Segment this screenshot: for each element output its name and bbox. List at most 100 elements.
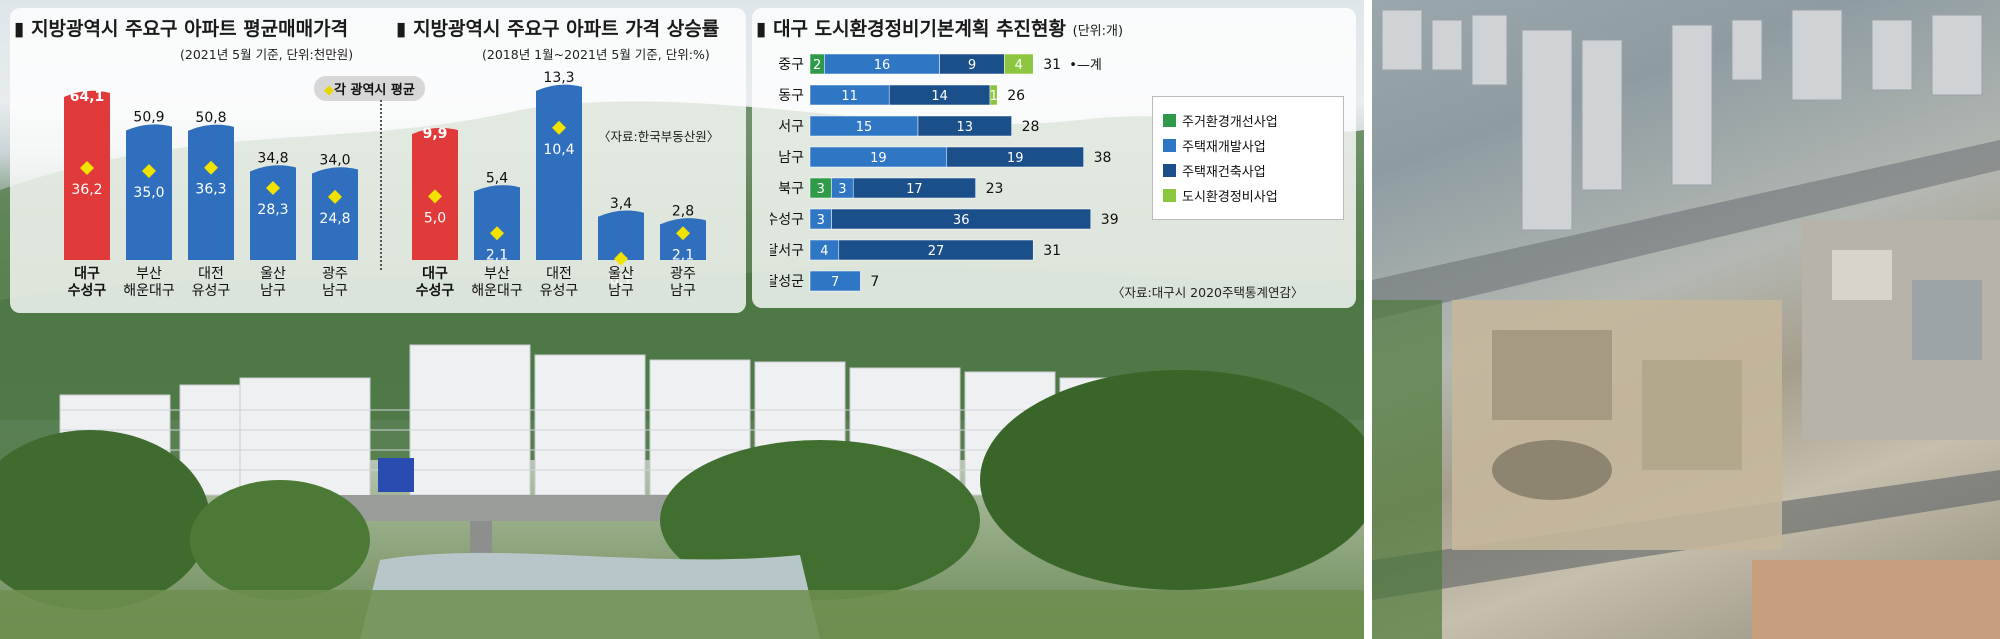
avg-value-label: 2,1 — [672, 247, 694, 263]
category-label: 수성구 — [68, 283, 107, 299]
bar — [474, 191, 520, 260]
category-label: 유성구 — [540, 283, 579, 299]
legend-item: 주택재개발사업 — [1163, 136, 1333, 155]
bar — [536, 90, 582, 261]
bar-value-label: 50,8 — [195, 110, 226, 126]
avg-marker — [676, 226, 690, 241]
chart-divider-line — [380, 100, 382, 270]
bar-value-label: 34,0 — [319, 153, 350, 169]
segment-value-label: 3 — [838, 182, 846, 197]
photo-divider — [1364, 0, 1372, 639]
avg-marker — [428, 189, 442, 204]
chart2-subtitle: (2018년 1월~2021년 5월 기준, 단위:%) — [482, 47, 710, 62]
avg-value-label: 36,3 — [195, 182, 226, 198]
stack-segment — [989, 84, 998, 106]
category-label: 대구 — [74, 266, 100, 282]
avg-marker — [142, 164, 156, 178]
avg-value-label: 0,1 — [610, 273, 632, 289]
chart3-unit: (단위:개) — [1072, 24, 1124, 39]
bar-value-label: 50,9 — [133, 110, 164, 126]
segment-value-label: 11 — [841, 89, 858, 104]
category-label: 남구 — [260, 283, 286, 299]
category-label: 대전 — [198, 266, 224, 282]
segment-value-label: 9 — [968, 58, 976, 73]
bar-value-label: 2,8 — [672, 203, 694, 219]
avg-value-label: 28,3 — [257, 202, 288, 218]
legend-item: 도시환경정비사업 — [1163, 186, 1333, 205]
bar — [126, 130, 172, 260]
avg-marker — [266, 181, 280, 196]
bar-value-label: 64,1 — [70, 89, 105, 105]
bar-cap — [598, 210, 644, 219]
bar-value-label: 9,9 — [423, 126, 448, 142]
segment-value-label: 7 — [831, 275, 839, 290]
category-label: 광주 — [322, 266, 348, 282]
category-label: 북구 — [778, 181, 804, 197]
avg-marker — [328, 189, 342, 204]
category-label: 대전 — [546, 266, 572, 282]
category-label: 울산 — [608, 266, 634, 282]
bar — [188, 130, 234, 260]
bar-cap — [412, 127, 458, 137]
category-label: 수성구 — [416, 283, 455, 299]
segment-value-label: 36 — [953, 213, 970, 228]
bar-value-label: 13,3 — [543, 70, 574, 86]
chart2-source: 〈자료:한국부동산원〉 — [598, 129, 720, 144]
chart3-source: 〈자료:대구시 2020주택통계연감〉 — [1112, 285, 1304, 300]
category-label: 동구 — [778, 88, 804, 104]
bar-cap — [64, 90, 110, 100]
legend-item: 주거환경개선사업 — [1163, 111, 1333, 130]
total-value-label: 39 — [1101, 212, 1119, 228]
bar-value-label: 3,4 — [610, 196, 632, 212]
category-label: 달서구 — [770, 243, 804, 259]
chart3-legend: 주거환경개선사업 주택재개발사업 주택재건축사업 도시환경정비사업 — [1152, 96, 1344, 220]
avg-marker — [490, 226, 504, 241]
avg-value-label: 2,1 — [486, 247, 508, 263]
segment-value-label: 1 — [989, 89, 997, 104]
stack-segment — [852, 177, 976, 199]
avg-legend-badge: ◆각 광역시 평균 — [314, 76, 425, 101]
stack-segment — [917, 115, 1012, 137]
segment-value-label: 4 — [820, 244, 828, 259]
chart2-title: ▮ 지방광역시 주요구 아파트 가격 상승률 — [396, 18, 720, 40]
category-label: 남구 — [608, 283, 634, 299]
avg-value-label: 24,8 — [319, 211, 350, 227]
chart3-svg: 중구 2 16 9 4 31 •—계동구 11 14 1 26 서구 15 13 28 남구 19 19 38 북구 3… — [770, 53, 1119, 292]
aerial-photo-illustration — [1372, 9, 2000, 639]
category-label: 수성구 — [770, 212, 804, 228]
segment-value-label: 19 — [870, 151, 887, 166]
total-value-label: 7 — [870, 274, 879, 290]
bar — [312, 173, 358, 260]
legend-swatch — [1163, 114, 1176, 127]
avg-value-label: 10,4 — [543, 142, 574, 158]
bar-cap — [250, 165, 296, 174]
segment-value-label: 19 — [1007, 151, 1024, 166]
category-label: 대구 — [422, 266, 448, 282]
category-label: 서구 — [778, 119, 804, 135]
segment-value-label: 27 — [928, 244, 945, 259]
legend-swatch — [1163, 189, 1176, 202]
chart3-title: ▮ 대구 도시환경정비기본계획 추진현황 (단위:개) — [756, 18, 1124, 40]
chart1-title: ▮ 지방광역시 주요구 아파트 평균매매가격 — [14, 18, 349, 40]
total-value-label: 31 — [1043, 243, 1061, 259]
stack-segment — [1004, 53, 1034, 75]
segment-value-label: 3 — [817, 213, 825, 228]
total-value-label: 31 — [1043, 57, 1061, 73]
total-value-label: 38 — [1094, 150, 1112, 166]
avg-marker — [614, 251, 628, 266]
segment-value-label: 2 — [813, 58, 821, 73]
avg-value-label: 5,0 — [424, 210, 446, 226]
stack-segment — [831, 208, 1092, 230]
bar-cap — [474, 185, 520, 194]
segment-value-label: 15 — [856, 120, 873, 135]
stack-segment — [838, 239, 1034, 261]
stack-segment — [809, 270, 861, 292]
category-label: 중구 — [778, 57, 804, 73]
avg-legend-marker: ◆ — [324, 83, 334, 98]
category-label: 부산 — [484, 266, 510, 282]
category-label: 남구 — [778, 150, 804, 166]
category-label: 광주 — [670, 266, 696, 282]
